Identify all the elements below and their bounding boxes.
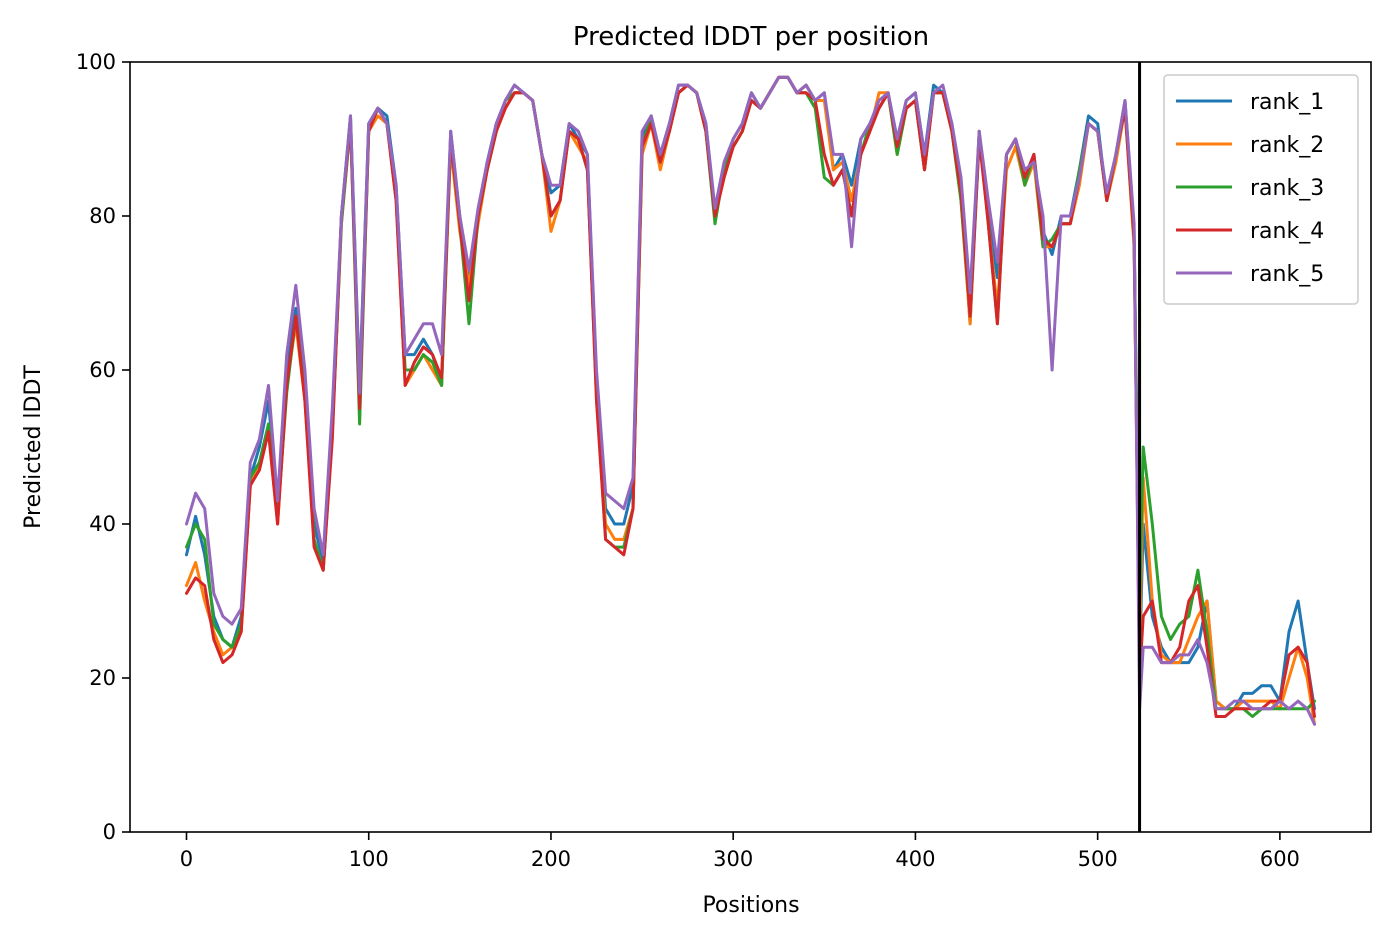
x-tick-label: 600 [1260, 847, 1300, 871]
y-tick-label: 60 [89, 358, 116, 382]
legend-entry-label: rank_5 [1250, 262, 1324, 287]
x-tick-label: 100 [349, 847, 389, 871]
legend-box [1163, 74, 1359, 305]
x-axis-ticks: 0 100 200 300 400 500 600 [180, 832, 1300, 871]
y-axis-ticks: 0 20 40 60 80 100 [76, 50, 130, 844]
legend-entry-label: rank_4 [1250, 219, 1324, 244]
x-axis-label: Positions [702, 893, 799, 918]
y-tick-label: 40 [89, 512, 116, 536]
y-axis-label: Predicted lDDT [21, 365, 46, 529]
x-tick-label: 200 [531, 847, 571, 871]
y-tick-label: 20 [89, 666, 116, 690]
legend: rank_1 rank_2 rank_3 rank_4 rank_5 [1163, 74, 1359, 305]
y-tick-label: 80 [89, 204, 116, 228]
series-line-rank-3 [185, 75, 1316, 718]
chart-title: Predicted lDDT per position [573, 22, 929, 52]
series-line-rank-2 [185, 75, 1316, 726]
x-tick-label: 400 [895, 847, 935, 871]
x-tick-label: 500 [1078, 847, 1118, 871]
legend-entry-label: rank_1 [1250, 90, 1324, 115]
x-tick-label: 300 [713, 847, 753, 871]
plot-frame [129, 61, 1372, 833]
legend-entry-label: rank_3 [1250, 176, 1324, 201]
y-tick-label: 0 [103, 820, 116, 844]
series-line-rank-4 [185, 75, 1316, 718]
legend-entry-label: rank_2 [1250, 133, 1324, 158]
plot-lines [185, 75, 1316, 726]
y-tick-label: 100 [76, 50, 116, 74]
x-tick-label: 0 [180, 847, 193, 871]
series-line-rank-5 [185, 75, 1316, 726]
